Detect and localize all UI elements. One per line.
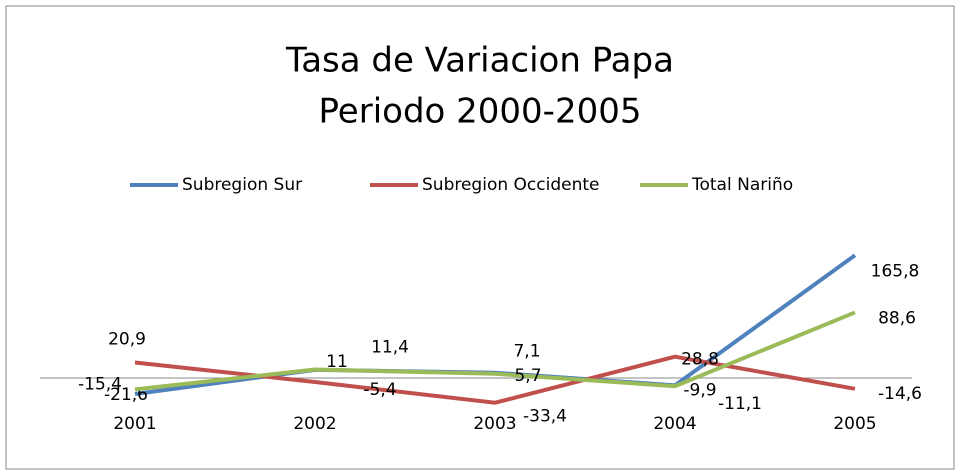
series-line: [134, 310, 856, 392]
data-label: 20,9: [108, 330, 146, 350]
x-tick-label: 2004: [653, 414, 696, 434]
data-label: -33,4: [523, 407, 567, 427]
data-label: 5,7: [514, 366, 541, 386]
data-label: -11,1: [718, 394, 762, 414]
data-label: -14,6: [878, 384, 922, 404]
data-label: 7,1: [513, 342, 540, 362]
legend-label: Subregion Sur: [182, 175, 302, 195]
data-label: 165,8: [871, 261, 920, 281]
chart-title: Tasa de Variacion Papa: [285, 41, 674, 81]
x-tick-label: 2002: [293, 414, 336, 434]
data-label: 11: [326, 352, 348, 372]
x-tick-label: 2001: [113, 414, 156, 434]
data-label: -5,4: [363, 380, 396, 400]
x-tick-label: 2005: [833, 414, 876, 434]
legend-label: Subregion Occidente: [422, 175, 599, 195]
data-label: -15,4: [78, 374, 122, 394]
legend-label: Total Nariño: [691, 175, 793, 195]
data-label: -9,9: [683, 380, 716, 400]
data-label: 88,6: [878, 308, 916, 328]
chart-subtitle: Periodo 2000-2005: [319, 92, 642, 132]
data-label: 11,4: [371, 338, 409, 358]
x-tick-label: 2003: [473, 414, 516, 434]
data-label: 28,8: [681, 350, 719, 370]
